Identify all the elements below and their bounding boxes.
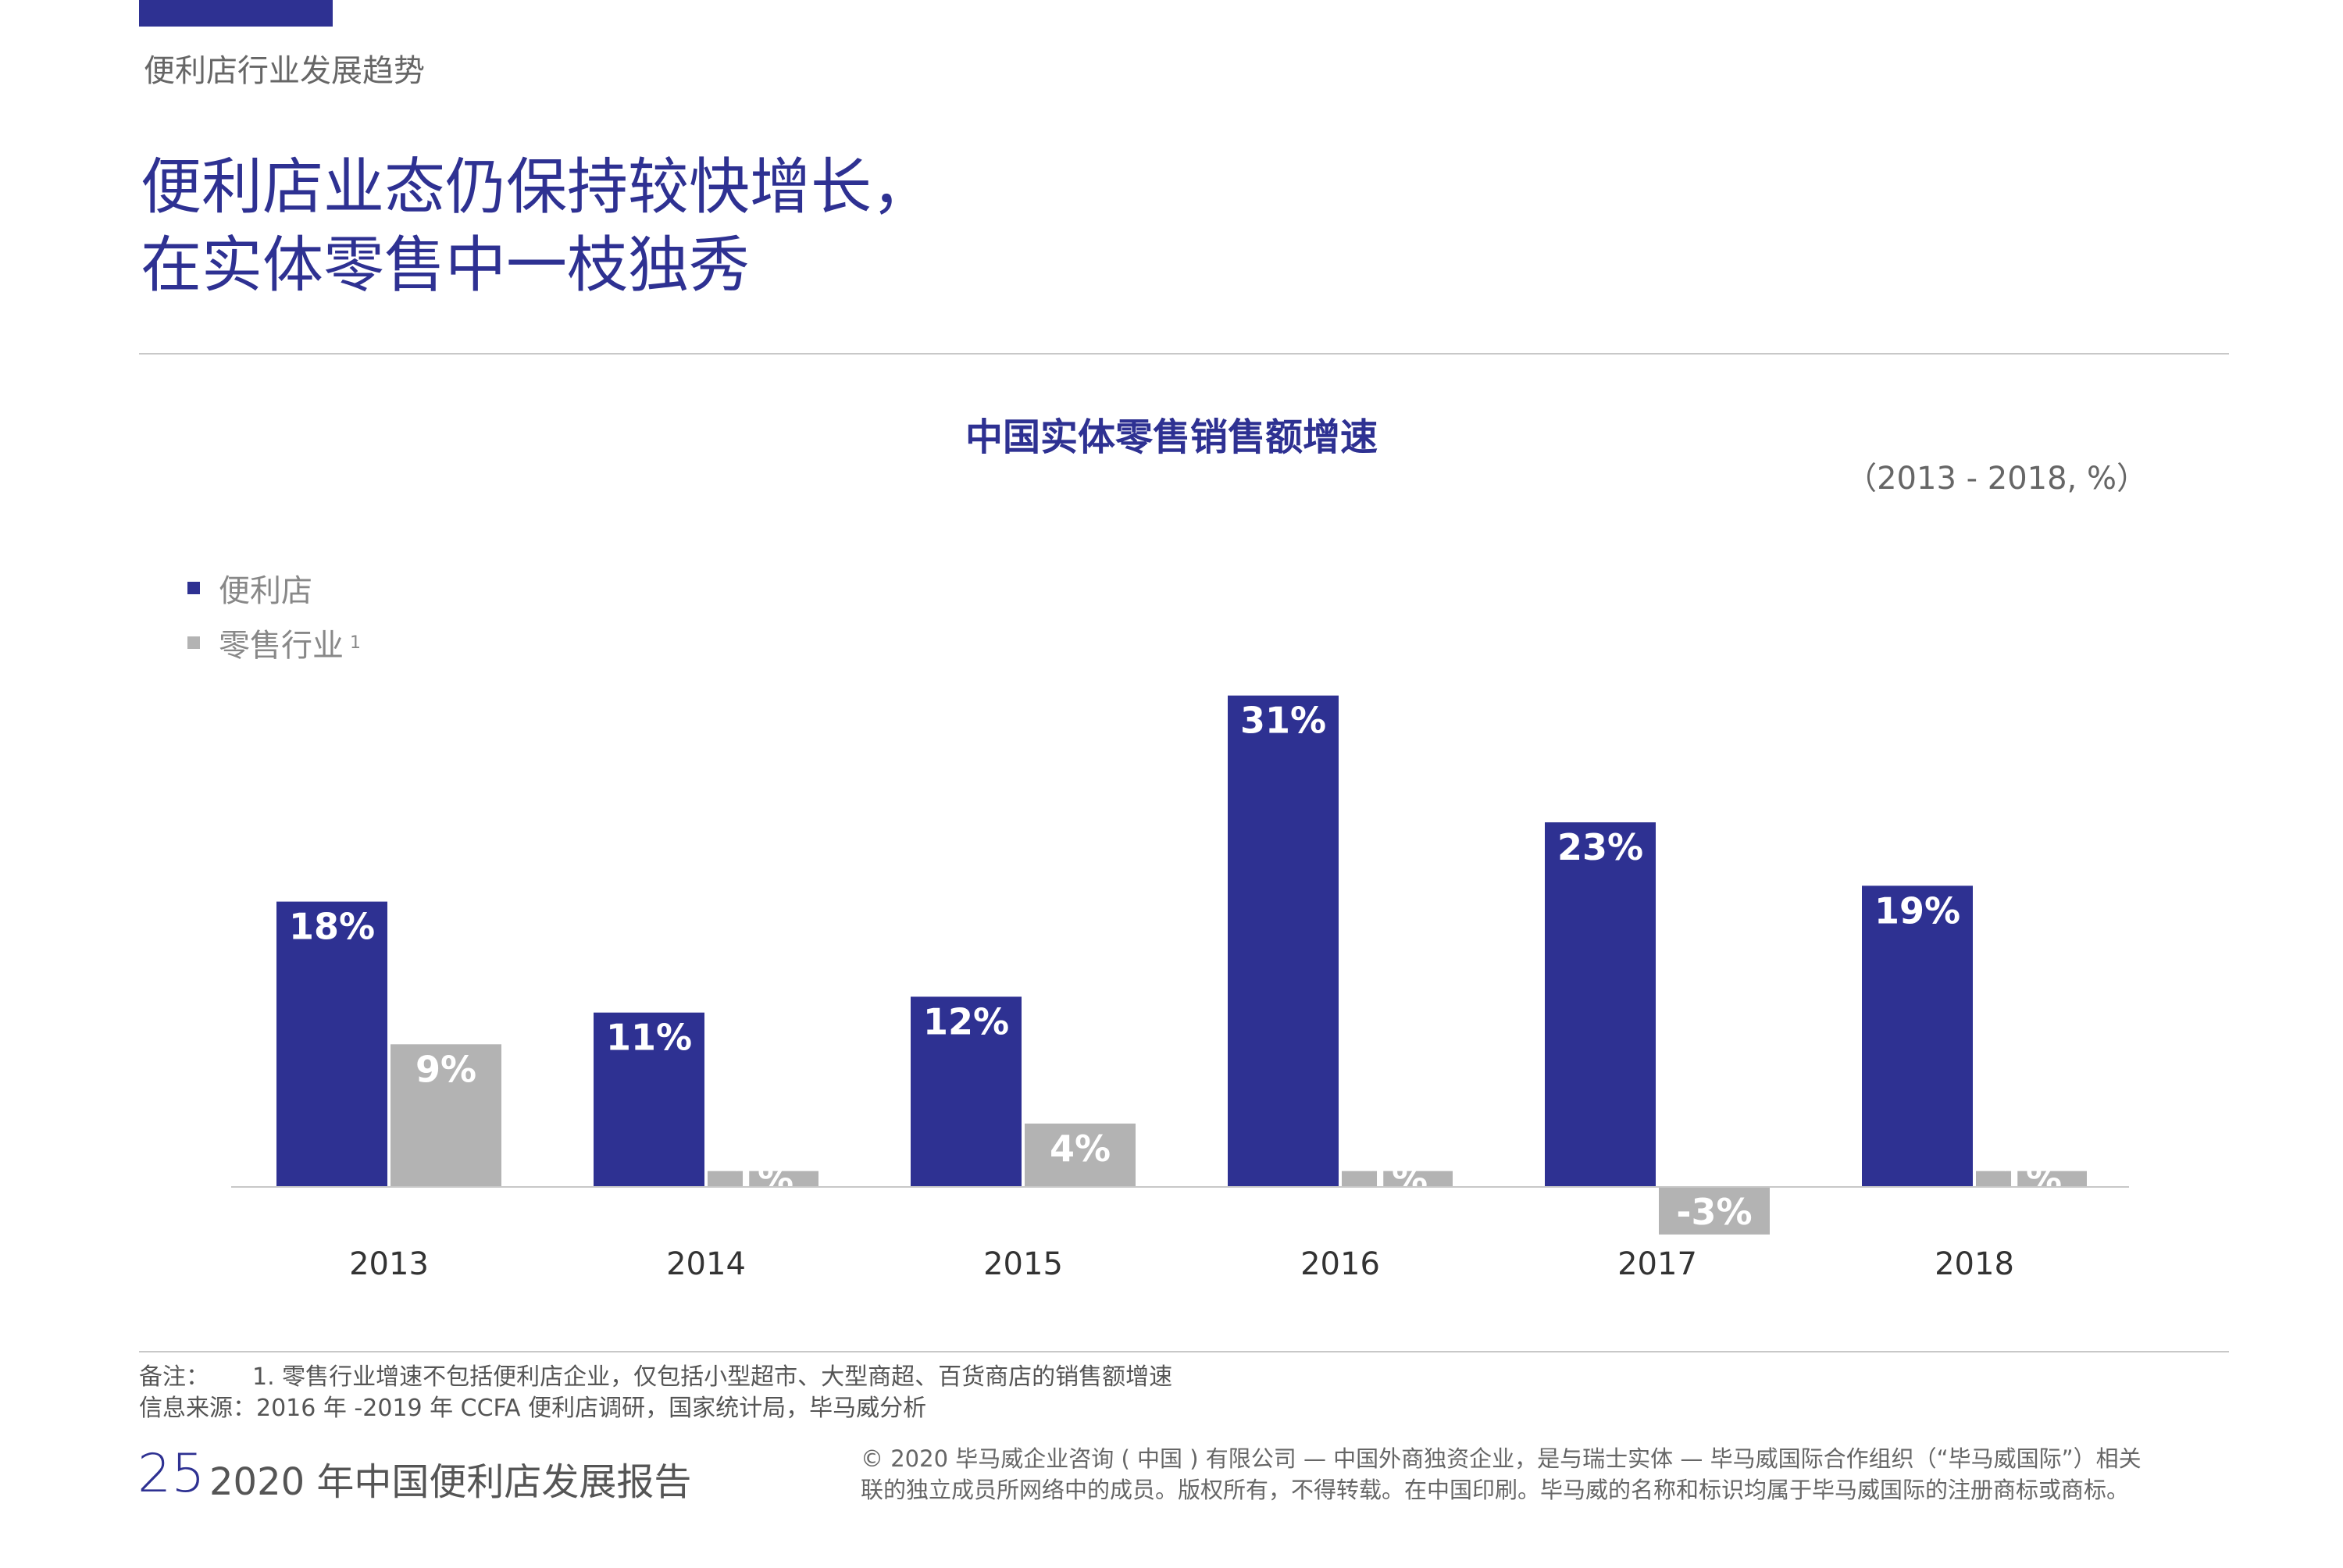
legend-item-convenience: 便利店 [187, 561, 361, 615]
bar-convenience-2015 [911, 996, 1022, 1187]
headline-line-2: 在实体零售中一枝独秀 [141, 230, 751, 301]
header-divider [139, 353, 2229, 355]
data-label-convenience-2014: 11% [606, 1017, 692, 1059]
data-label-retail-2018: 1% [2001, 1158, 2062, 1200]
chart-legend: 便利店 零售行业 1 [187, 561, 361, 670]
x-tick-label-2017: 2017 [1617, 1246, 1697, 1282]
bar-retail-2018 [1976, 1171, 2087, 1187]
bar-retail-2014 [708, 1171, 818, 1187]
data-label-retail-2013: 9% [415, 1048, 476, 1090]
data-label-convenience-2018: 19% [1874, 889, 1960, 932]
x-tick-label-2015: 2015 [983, 1246, 1063, 1282]
remark-label: 备注： [139, 1363, 209, 1391]
bar-convenience-2016 [1228, 695, 1339, 1187]
copyright-line-1: © 2020 毕马威企业咨询 ( 中国 ) 有限公司 — 中国外商独资企业，是与… [861, 1445, 2142, 1472]
legend-label-retail: 零售行业 [219, 628, 344, 664]
page-headline: 便利店业态仍保持较快增长， 在实体零售中一枝独秀 [141, 148, 933, 305]
data-label-convenience-2015: 12% [923, 1000, 1009, 1042]
bar-convenience-2017 [1545, 822, 1656, 1187]
chart-title: 中国实体零售销售额增速 [965, 415, 1378, 459]
data-label-retail-2015: 4% [1050, 1128, 1111, 1170]
remark-line: 备注： 1. 零售行业增速不包括便利店企业，仅包括小型超市、大型商超、百货商店的销… [139, 1362, 1172, 1393]
data-label-convenience-2016: 31% [1240, 700, 1326, 742]
remark-text: 1. 零售行业增速不包括便利店企业，仅包括小型超市、大型商超、百货商店的销售额增… [252, 1363, 1173, 1391]
data-label-convenience-2017: 23% [1557, 826, 1643, 868]
legend-item-retail: 零售行业 1 [187, 615, 361, 670]
data-label-retail-2017: -3% [1676, 1191, 1752, 1233]
section-title: 便利店行业发展趋势 [144, 53, 425, 89]
copyright-line-2: 联的独立成员所网络中的成员。版权所有，不得转载。在中国印刷。毕马威的名称和标识均… [861, 1477, 2130, 1503]
x-tick-label-2013: 2013 [349, 1246, 429, 1282]
bar-retail-2013 [390, 1044, 501, 1187]
data-label-convenience-2013: 18% [289, 906, 375, 948]
legend-swatch-retail [187, 636, 200, 649]
x-tick-label-2016: 2016 [1300, 1246, 1380, 1282]
bar-retail-2017 [1659, 1187, 1770, 1235]
source-line: 信息来源：2016 年 -2019 年 CCFA 便利店调研，国家统计局，毕马威… [139, 1395, 927, 1422]
data-label-retail-2014: 1% [733, 1158, 793, 1200]
notes-divider [139, 1351, 2229, 1352]
chart-range-note: （2013 - 2018, %） [1846, 461, 2148, 497]
brand-accent-bar [139, 0, 333, 27]
legend-footnote-marker: 1 [350, 633, 361, 653]
legend-label-convenience: 便利店 [219, 573, 312, 609]
bar-retail-2016 [1342, 1171, 1453, 1187]
bar-retail-2015 [1025, 1123, 1136, 1187]
copyright-notice: © 2020 毕马威企业咨询 ( 中国 ) 有限公司 — 中国外商独资企业，是与… [861, 1443, 2212, 1506]
bar-convenience-2013 [276, 901, 387, 1187]
x-tick-label-2014: 2014 [666, 1246, 746, 1282]
bar-convenience-2014 [594, 1012, 704, 1187]
x-tick-label-2018: 2018 [1935, 1246, 2014, 1282]
legend-swatch-convenience [187, 582, 200, 594]
page-number: 25 [137, 1443, 205, 1505]
data-label-retail-2016: 1% [1367, 1158, 1428, 1200]
bar-convenience-2018 [1862, 886, 1973, 1187]
headline-line-1: 便利店业态仍保持较快增长， [141, 152, 933, 223]
chart-notes: 备注： 1. 零售行业增速不包括便利店企业，仅包括小型超市、大型商超、百货商店的销… [139, 1362, 1172, 1424]
report-title: 2020 年中国便利店发展报告 [209, 1460, 692, 1504]
